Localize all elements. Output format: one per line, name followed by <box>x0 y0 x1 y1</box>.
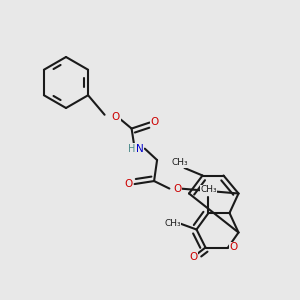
Text: O: O <box>124 179 133 189</box>
Text: O: O <box>150 117 158 127</box>
Text: CH₃: CH₃ <box>164 219 181 228</box>
Text: CH₃: CH₃ <box>172 158 188 167</box>
Text: N: N <box>136 144 144 154</box>
Text: O: O <box>173 184 181 194</box>
Text: O: O <box>189 251 198 262</box>
Text: CH₃: CH₃ <box>200 185 217 194</box>
Text: O: O <box>112 112 120 122</box>
Text: O: O <box>229 242 238 253</box>
Text: H: H <box>128 144 136 154</box>
